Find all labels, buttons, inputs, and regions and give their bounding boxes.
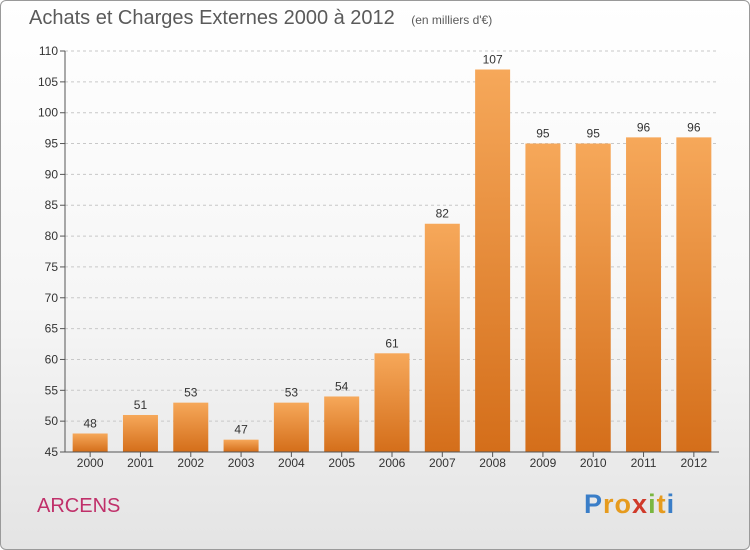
bar-2009 [525,143,561,453]
axis-layer: 45 50 55 60 65 70 75 80 85 90 95 100 105 110 2000 2001 2… [38,44,719,470]
bar-2006 [374,353,410,452]
x-tick-label: 2008 [479,456,506,470]
value-label: 53 [184,386,198,400]
y-tick-label: 70 [45,291,59,305]
y-tick-label: 50 [45,414,59,428]
y-tick-label: 85 [45,198,59,212]
bar-2012 [676,137,712,452]
y-tick-label: 45 [45,445,59,459]
x-tick-label: 2007 [429,456,456,470]
value-label: 53 [285,386,299,400]
x-tick-label: 2011 [631,456,657,470]
proxiti-logo[interactable]: Proxiti [584,489,675,520]
x-tick-label: 2006 [379,456,406,470]
x-tick-label: 2012 [680,456,707,470]
logo-letter: o [614,489,633,519]
logo-letter: r [603,489,615,519]
bar-2002 [173,402,209,452]
value-label: 95 [587,127,601,141]
y-tick-label: 95 [45,137,59,151]
bar-2003 [223,439,259,452]
y-tick-label: 80 [45,229,59,243]
commune-name: ARCENS [37,495,121,517]
x-tick-label: 2001 [127,456,154,470]
value-label: 82 [436,207,450,221]
bar-2005 [324,396,360,452]
y-tick-label: 90 [45,167,59,181]
y-tick-label: 55 [45,383,59,397]
title-row: Achats et Charges Externes 2000 à 2012 (… [29,7,492,30]
logo-letter: x [632,489,649,519]
logo-letter: i [666,489,676,519]
y-tick-label: 105 [38,75,58,89]
logo-letter: t [656,489,667,519]
x-tick-label: 2002 [177,456,204,470]
x-tick-label: 2005 [328,456,355,470]
x-tick-label: 2004 [278,456,305,470]
value-label: 48 [83,416,97,430]
logo-letter: P [584,489,604,519]
y-tick-label: 65 [45,322,59,336]
value-label: 54 [335,379,349,393]
y-tick-label: 110 [39,44,58,58]
chart-title: Achats et Charges Externes 2000 à 2012 [29,7,395,29]
bar-2007 [424,223,460,452]
y-tick-label: 60 [45,352,59,366]
y-tick-label: 100 [38,106,58,120]
chart-subtitle: (en milliers d'€) [411,13,493,27]
x-tick-label: 2003 [228,456,255,470]
logo-letter: i [648,489,657,519]
bar-2004 [273,402,309,452]
bar-2011 [626,137,662,452]
value-label: 107 [483,53,503,67]
value-label: 61 [385,336,399,350]
bar-2010 [575,143,611,453]
bar-2000 [72,433,108,452]
y-tick-label: 75 [45,260,59,274]
x-tick-label: 2010 [580,456,607,470]
value-label: 47 [234,423,248,437]
x-tick-label: 2000 [77,456,104,470]
value-label: 96 [687,120,701,134]
bar-2008 [475,69,511,452]
value-label: 95 [536,127,550,141]
bars-layer: 48 51 53 47 53 54 61 82 107 95 95 96 96 [72,53,712,453]
bar-2001 [122,414,158,452]
value-label: 96 [637,120,651,134]
value-label: 51 [134,398,148,412]
x-tick-label: 2009 [530,456,557,470]
